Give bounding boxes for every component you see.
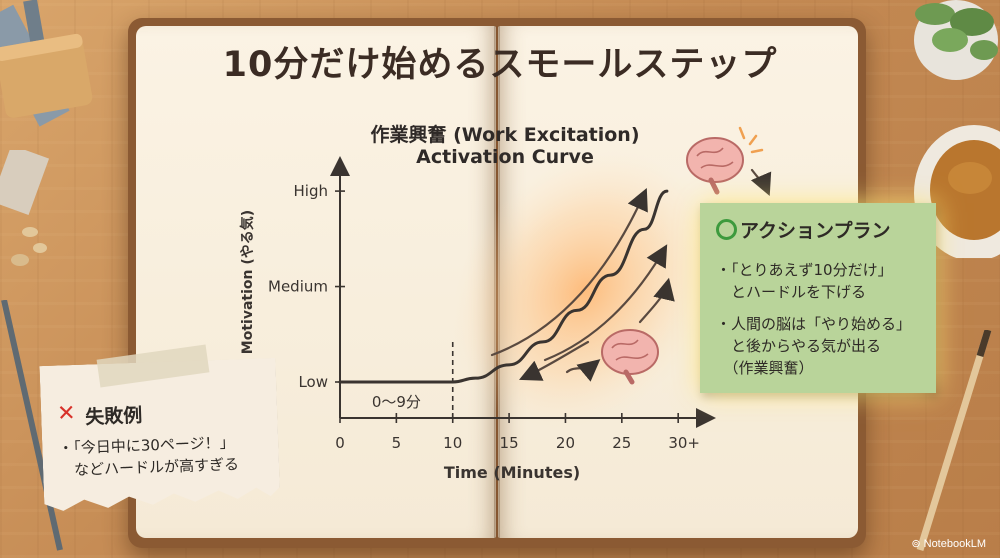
notebooklm-logo-icon: ⊚ [911,538,921,550]
pencil-right-illustration [916,330,992,552]
failure-example-note: ✕ 失敗例 ・「今日中に30ページ！」 などハードルが高すぎる [39,358,280,516]
brand-label: ⊚ NotebookLM [911,537,986,550]
y-tick-label: Medium [268,278,328,296]
pencil-left-illustration [1,300,63,551]
motion-arrow-upper [490,187,648,357]
action-item-2-line2: と後からやる気が出る [716,337,882,355]
motion-arrow-short [638,277,675,324]
y-tick-label: High [294,182,328,200]
motion-arrow-lower [543,244,668,362]
x-tick-label: 20 [556,434,575,452]
brain-icon-top [686,137,744,195]
plant-illustration [914,0,998,80]
page-title: 10分だけ始めるスモールステップ [222,45,778,85]
action-item-1-line2: とハードルを下げる [716,283,867,301]
chart-title-line1: 作業興奮 (Work Excitation) [370,124,640,146]
action-item-1-line1: ・「とりあえず10分だけ」 [716,261,893,279]
pencil-cup-illustration [0,0,93,127]
action-item-2-line1: ・人間の脳は「やり始める」 [716,315,912,333]
action-item-2-line3: （作業興奮） [716,359,814,377]
leaves-illustration [0,150,50,266]
x-axis-label: Time (Minutes) [444,463,580,482]
x-tick-label: 10 [443,434,462,452]
x-tick-label: 25 [612,434,631,452]
cross-mark-icon: ✕ [56,400,76,427]
y-axis-label: Motivation (やる気) [239,210,256,354]
brand-text: NotebookLM [923,538,986,550]
flat-segment-label: 0〜9分 [372,393,421,411]
motivation-curve [338,189,669,384]
y-ticks: Low Medium High [268,182,345,391]
spark-lines [738,126,764,154]
motion-arrows [490,168,772,382]
y-tick-label: Low [298,373,328,391]
circle-ok-icon [716,219,737,240]
action-plan-note: アクションプラン ・「とりあえず10分だけ」 とハードルを下げる ・人間の脳は「… [700,203,936,393]
x-tick-label: 30+ [668,434,700,452]
motion-arrow-brain [750,168,772,197]
failure-title: 失敗例 [84,404,143,429]
x-tick-label: 5 [392,434,402,452]
brain-icon-bottom [601,329,659,385]
motion-arrow-back [518,340,590,381]
x-tick-label: 15 [500,434,519,452]
x-tick-label: 0 [335,434,345,452]
action-plan-title: アクションプラン [740,220,891,242]
motion-arrow-squiggle [565,359,601,382]
chart-title-line2: Activation Curve [416,146,594,168]
